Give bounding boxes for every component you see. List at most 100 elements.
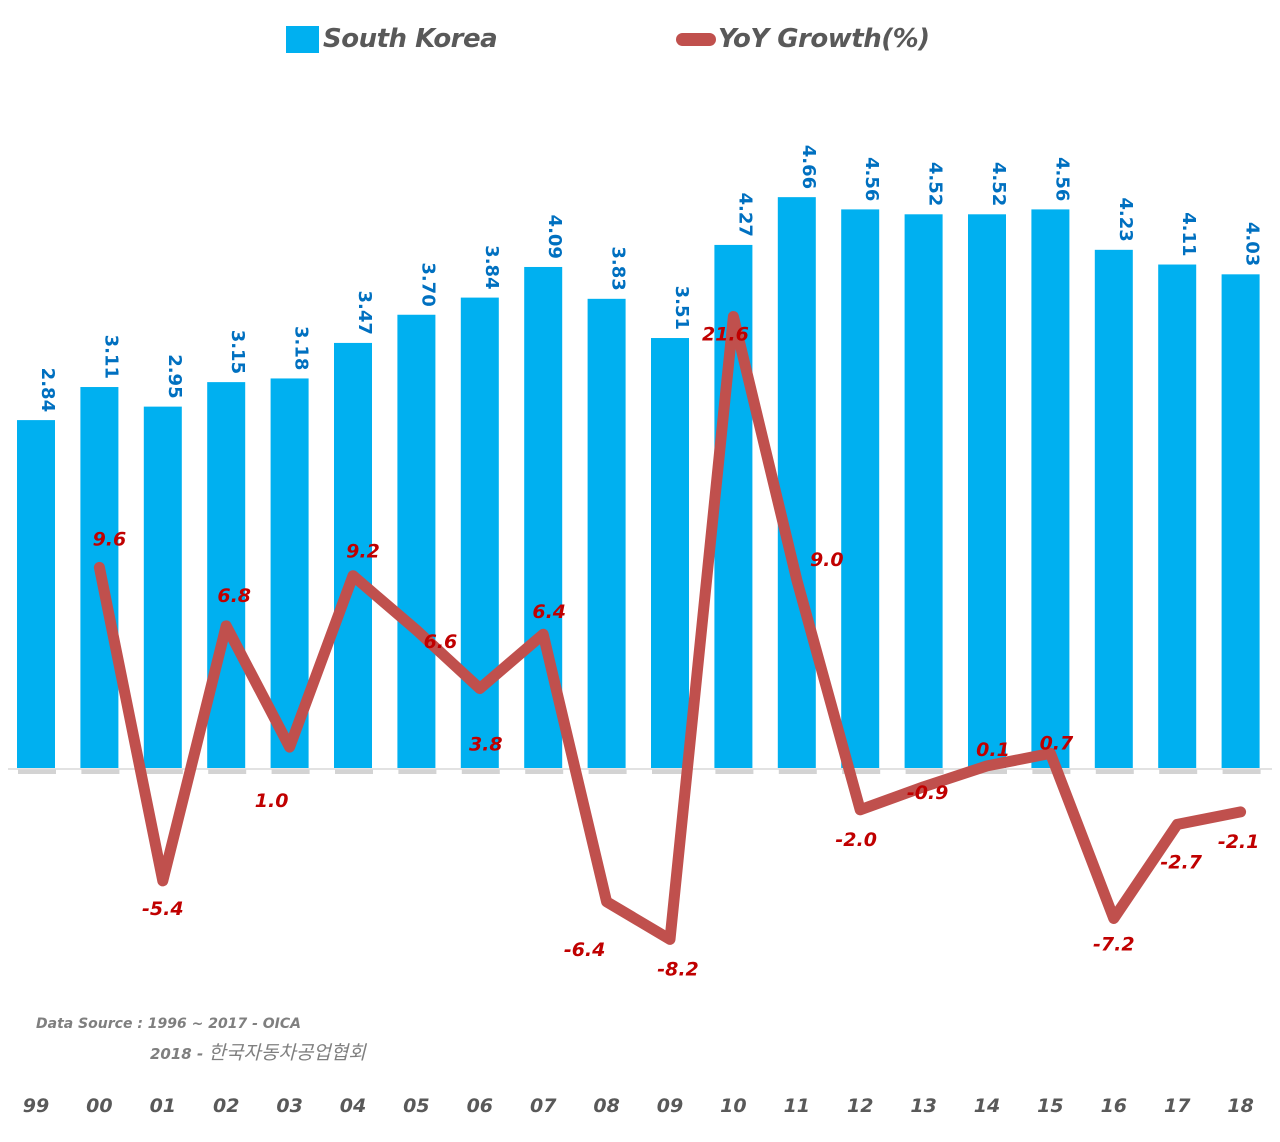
line-label-13: -0.9 xyxy=(907,782,949,804)
bar-12 xyxy=(841,209,880,768)
bar-label-10: 4.27 xyxy=(734,193,755,237)
bar-shadow xyxy=(969,769,1007,774)
bar-label-18: 4.03 xyxy=(1242,222,1263,266)
bar-series-south-korea xyxy=(17,197,1261,774)
bar-shadow xyxy=(778,769,817,774)
bar-05 xyxy=(397,314,436,768)
line-label-14: 0.1 xyxy=(976,739,1010,761)
bar-02 xyxy=(207,382,246,768)
bar-shadow xyxy=(525,769,564,774)
bar-shadow xyxy=(715,769,754,774)
x-tick-label-12: 12 xyxy=(847,1095,873,1117)
data-source-line-1: Data Source : 1996 ~ 2017 - OICA xyxy=(36,1016,301,1032)
x-tick-label-01: 01 xyxy=(150,1095,176,1117)
bar-label-06: 3.84 xyxy=(481,245,502,289)
bar-label-00: 3.11 xyxy=(100,335,121,379)
bar-shadow xyxy=(1222,769,1261,774)
x-tick-label-15: 15 xyxy=(1037,1095,1063,1117)
x-tick-label-05: 05 xyxy=(403,1095,429,1117)
bar-shadow xyxy=(1095,769,1134,774)
x-tick-label-06: 06 xyxy=(467,1095,493,1117)
x-tick-label-02: 02 xyxy=(213,1095,239,1117)
line-label-12: -2.0 xyxy=(835,829,877,851)
bar-15 xyxy=(1031,209,1070,768)
bar-08 xyxy=(587,298,626,768)
line-label-01: -5.4 xyxy=(142,898,184,920)
line-label-04: 9.2 xyxy=(346,541,380,563)
legend-swatch-line xyxy=(676,32,716,46)
bar-shadow xyxy=(842,769,881,774)
legend-item-south-korea: South Korea xyxy=(286,24,498,54)
x-tick-label-18: 18 xyxy=(1227,1095,1253,1117)
x-tick-label-09: 09 xyxy=(657,1095,683,1117)
line-label-10: 21.6 xyxy=(702,324,749,346)
bar-shadow xyxy=(335,769,373,774)
bar-shadow xyxy=(271,769,310,774)
line-label-00: 9.6 xyxy=(93,528,127,550)
bar-label-17: 4.11 xyxy=(1178,212,1199,256)
bar-09 xyxy=(651,338,689,768)
line-label-09: -8.2 xyxy=(657,958,699,980)
bar-14 xyxy=(968,214,1006,769)
x-tick-label-07: 07 xyxy=(530,1095,557,1117)
data-source-note: Data Source : 1996 ~ 2017 - OICA 2018 - … xyxy=(36,1016,366,1065)
bar-label-02: 3.15 xyxy=(227,330,248,374)
x-tick-label-11: 11 xyxy=(784,1095,810,1117)
bar-label-99: 2.84 xyxy=(37,368,58,412)
x-tick-label-99: 99 xyxy=(23,1095,49,1117)
bar-label-05: 3.70 xyxy=(417,262,438,306)
line-label-08: -6.4 xyxy=(564,939,606,961)
bar-label-09: 3.51 xyxy=(671,286,692,330)
bar-shadow xyxy=(461,769,500,774)
x-tick-label-17: 17 xyxy=(1164,1095,1191,1117)
bar-11 xyxy=(777,197,816,768)
x-tick-label-14: 14 xyxy=(974,1095,1000,1117)
bar-01 xyxy=(143,406,182,768)
x-tick-label-16: 16 xyxy=(1101,1095,1127,1117)
chart-legend: South Korea YoY Growth(%) xyxy=(0,24,1280,64)
line-data-labels: 9.6 -5.4 6.8 1.0 9.2 6.6 3.8 6.4 -6.4 -8.2 21.6 9.0… xyxy=(93,324,1260,981)
bar-shadow xyxy=(652,769,690,774)
bar-label-04: 3.47 xyxy=(354,291,375,335)
line-label-11: 9.0 xyxy=(810,549,844,571)
legend-label-yoy-growth: YoY Growth(%) xyxy=(718,24,930,54)
bar-shadow xyxy=(208,769,247,774)
bar-shadow xyxy=(588,769,627,774)
line-series-yoy-growth xyxy=(93,311,1247,945)
data-source-year: 2018 - xyxy=(150,1045,209,1063)
bar-data-labels: 2.84 3.11 2.95 3.15 3.18 3.47 3.70 3.84 4.09 3.83… xyxy=(37,145,1263,412)
line-label-15: 0.7 xyxy=(1040,732,1074,754)
bar-shadow xyxy=(1032,769,1071,774)
legend-label-south-korea: South Korea xyxy=(323,24,498,54)
x-tick-label-04: 04 xyxy=(340,1095,366,1117)
bar-label-08: 3.83 xyxy=(608,246,629,290)
line-label-06: 3.8 xyxy=(469,734,503,756)
bar-label-01: 2.95 xyxy=(164,354,185,398)
bar-label-14: 4.52 xyxy=(988,162,1009,206)
bar-label-16: 4.23 xyxy=(1115,197,1136,241)
bar-04 xyxy=(334,342,372,768)
x-tick-label-00: 00 xyxy=(86,1095,112,1117)
bar-16 xyxy=(1094,249,1133,768)
x-axis-tick-labels: 99 00 01 02 03 04 05 06 07 08 09 10 11 12 13 14 15 16 17 18 xyxy=(23,1095,1254,1117)
bar-13 xyxy=(904,214,943,769)
line-label-16: -7.2 xyxy=(1093,933,1135,955)
bar-shadow xyxy=(905,769,944,774)
line-label-02: 6.8 xyxy=(217,585,251,607)
bar-label-07: 4.09 xyxy=(544,215,565,259)
bar-17 xyxy=(1158,264,1197,768)
bar-shadow xyxy=(1159,769,1198,774)
bar-06 xyxy=(460,297,499,768)
x-tick-label-10: 10 xyxy=(720,1095,746,1117)
x-tick-label-03: 03 xyxy=(276,1095,302,1117)
data-source-line-2: 2018 - 한국자동차공업협회 xyxy=(150,1038,366,1065)
bar-label-03: 3.18 xyxy=(291,326,312,370)
line-label-03: 1.0 xyxy=(255,790,289,812)
bar-label-13: 4.52 xyxy=(925,162,946,206)
bar-shadow xyxy=(144,769,183,774)
bar-shadow xyxy=(81,769,120,774)
x-tick-label-13: 13 xyxy=(910,1095,936,1117)
legend-swatch-bar xyxy=(286,25,319,53)
bar-shadow xyxy=(18,769,56,774)
